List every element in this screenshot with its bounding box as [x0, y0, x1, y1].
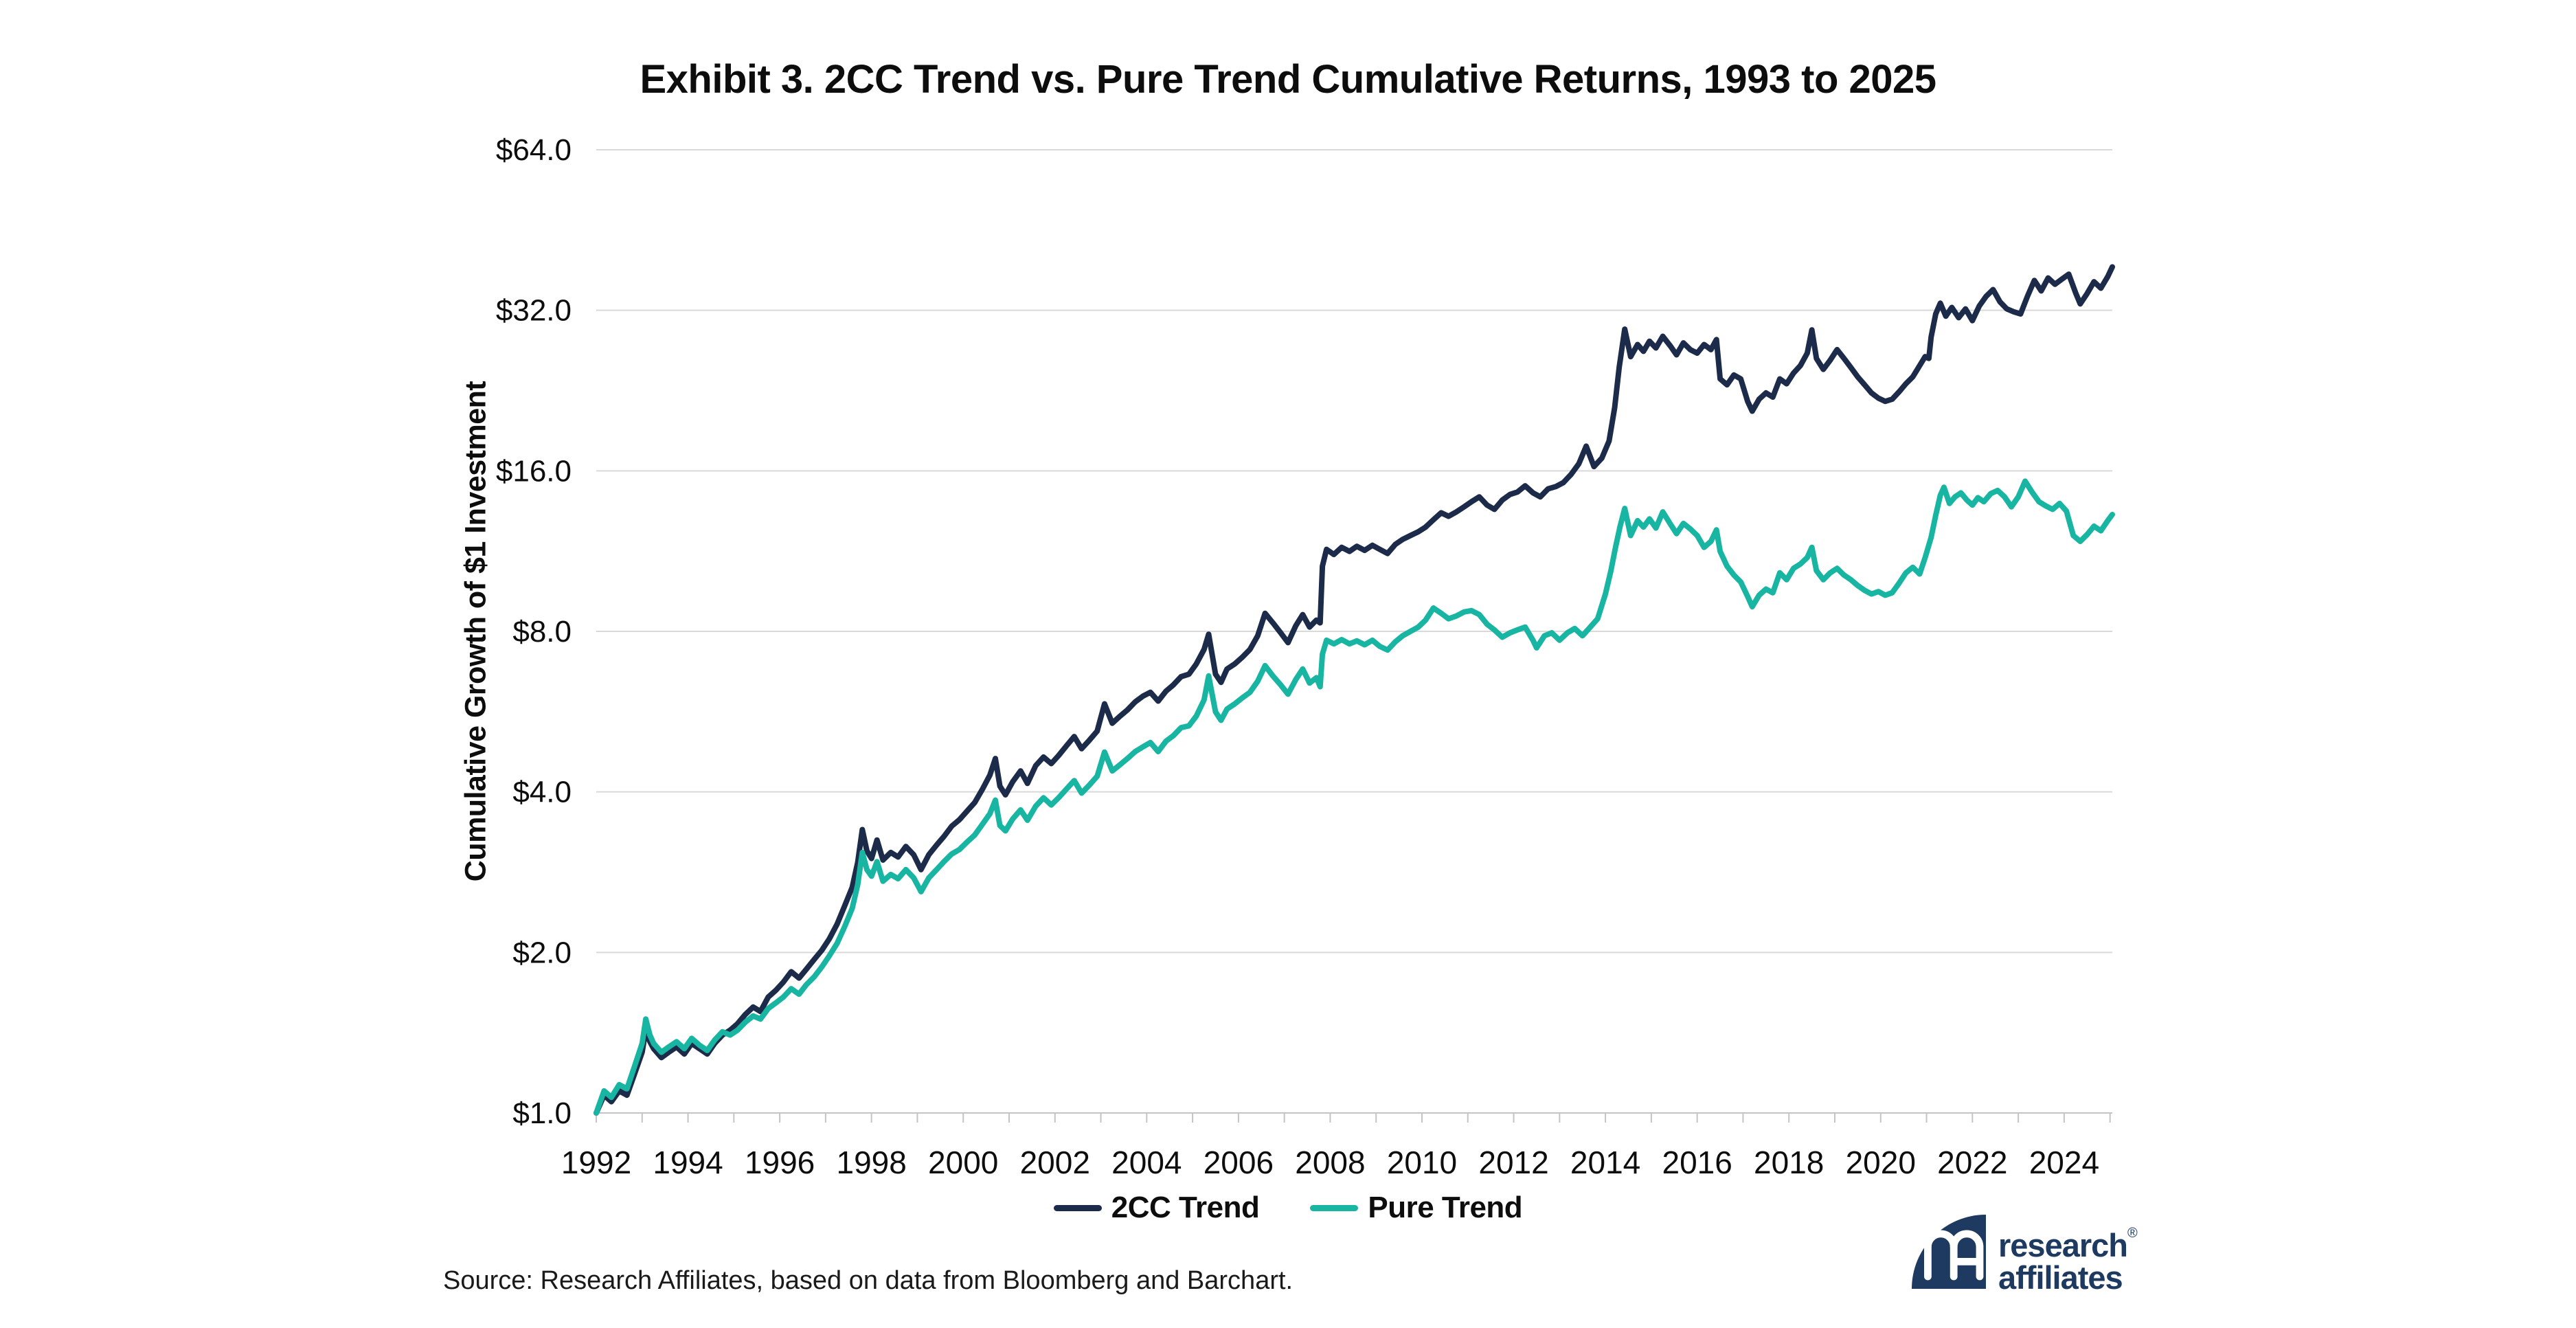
y-tick-label: $64.0 — [496, 133, 572, 167]
x-tick-label: 2002 — [1020, 1145, 1090, 1180]
x-tick-label: 2012 — [1478, 1145, 1548, 1180]
x-tick-label: 1994 — [653, 1145, 723, 1180]
research-affiliates-logo-icon — [1912, 1215, 1986, 1289]
ra-monogram-icon — [1924, 1230, 1984, 1281]
x-tick-label: 2024 — [2029, 1145, 2099, 1180]
x-tick-label: 2014 — [1570, 1145, 1640, 1180]
x-tick-label: 1992 — [561, 1145, 631, 1180]
x-tick-label: 2004 — [1111, 1145, 1182, 1180]
y-tick-label: $16.0 — [496, 454, 572, 488]
y-tick-label: $32.0 — [496, 294, 572, 328]
research-affiliates-logo-text: research® affiliates — [1998, 1215, 2138, 1296]
y-tick-label: $2.0 — [512, 936, 572, 969]
pure-trend-line-swatch — [1310, 1204, 1359, 1211]
legend-item-pure-trend: Pure Trend — [1310, 1191, 1523, 1225]
x-tick-label: 1996 — [745, 1145, 815, 1180]
x-tick-label: 2008 — [1295, 1145, 1365, 1180]
legend-label: 2CC Trend — [1111, 1191, 1260, 1224]
x-tick-label: 1998 — [836, 1145, 906, 1180]
chart-legend: 2CC Trend Pure Trend — [0, 1191, 2576, 1225]
logo-word-research: research — [1998, 1227, 2128, 1263]
series-line-2cc-trend — [594, 264, 2115, 1116]
x-tick-label: 2000 — [928, 1145, 998, 1180]
chart-title: Exhibit 3. 2CC Trend vs. Pure Trend Cumu… — [640, 57, 1936, 102]
series-line-pure-trend — [594, 478, 2115, 1116]
y-tick-label: $8.0 — [512, 615, 572, 649]
x-tick-label: 2020 — [1846, 1145, 1916, 1180]
x-tick-label: 2016 — [1662, 1145, 1732, 1180]
y-tick-label: $1.0 — [512, 1096, 572, 1130]
x-tick-label: 2022 — [1937, 1145, 2007, 1180]
y-tick-label: $4.0 — [512, 776, 572, 809]
registered-mark: ® — [2127, 1226, 2138, 1241]
research-affiliates-logo: research® affiliates — [1912, 1215, 2138, 1296]
x-tick-label: 2010 — [1387, 1145, 1457, 1180]
x-tick-label: 2018 — [1754, 1145, 1824, 1180]
legend-label: Pure Trend — [1368, 1191, 1523, 1224]
logo-word-affiliates: affiliates — [1998, 1259, 2123, 1296]
source-note: Source: Research Affiliates, based on da… — [443, 1266, 1293, 1295]
2cc-trend-line-swatch — [1053, 1204, 1102, 1211]
legend-item-2cc-trend: 2CC Trend — [1053, 1191, 1260, 1225]
x-tick-label: 2006 — [1204, 1145, 1274, 1180]
